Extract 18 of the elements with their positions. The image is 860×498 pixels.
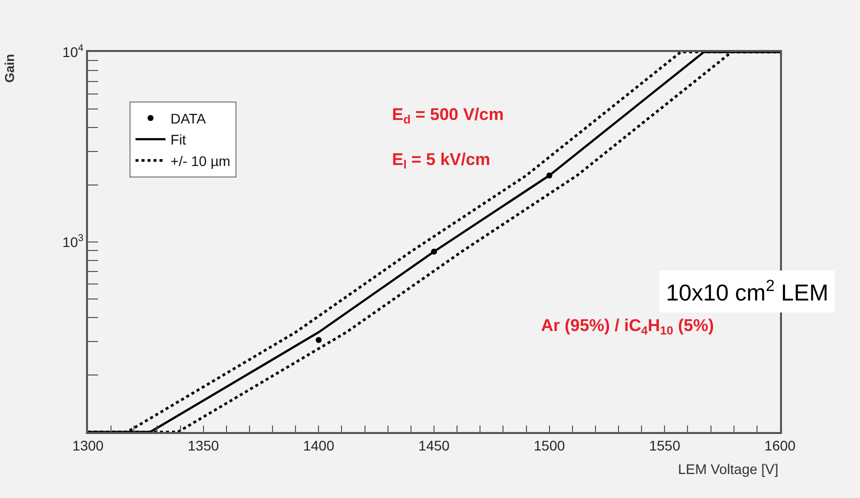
legend-label: +/- 10 µm	[170, 152, 230, 169]
x-tick-label: 1450	[418, 438, 450, 454]
legend-label: Fit	[170, 132, 186, 148]
x-tick-label: 1600	[764, 438, 796, 454]
x-tick-label: 1550	[649, 438, 680, 454]
y-axis-title: Gain	[2, 54, 17, 83]
annotation: E$_{l}$ = 5 kV/cm	[392, 150, 490, 172]
annotation: Ar (95%) / iC$_{4}$H$_{10}$ (5%)	[541, 316, 714, 338]
y-tick-label: 10$^{3}$	[62, 233, 84, 250]
x-tick-label: 1350	[188, 438, 220, 454]
x-tick-label: 1500	[534, 438, 566, 454]
x-axis-title: LEM Voltage [V]	[678, 461, 778, 477]
x-tick-label: 1400	[303, 438, 334, 454]
annotation: E$_{d}$ = 500 V/cm	[392, 105, 504, 127]
x-tick-label: 1300	[72, 438, 104, 454]
annotation: 10x10 cm$^{2}$ LEM	[666, 277, 828, 306]
y-tick-label: 10$^{4}$	[62, 43, 84, 60]
legend-label: DATA	[170, 110, 206, 126]
